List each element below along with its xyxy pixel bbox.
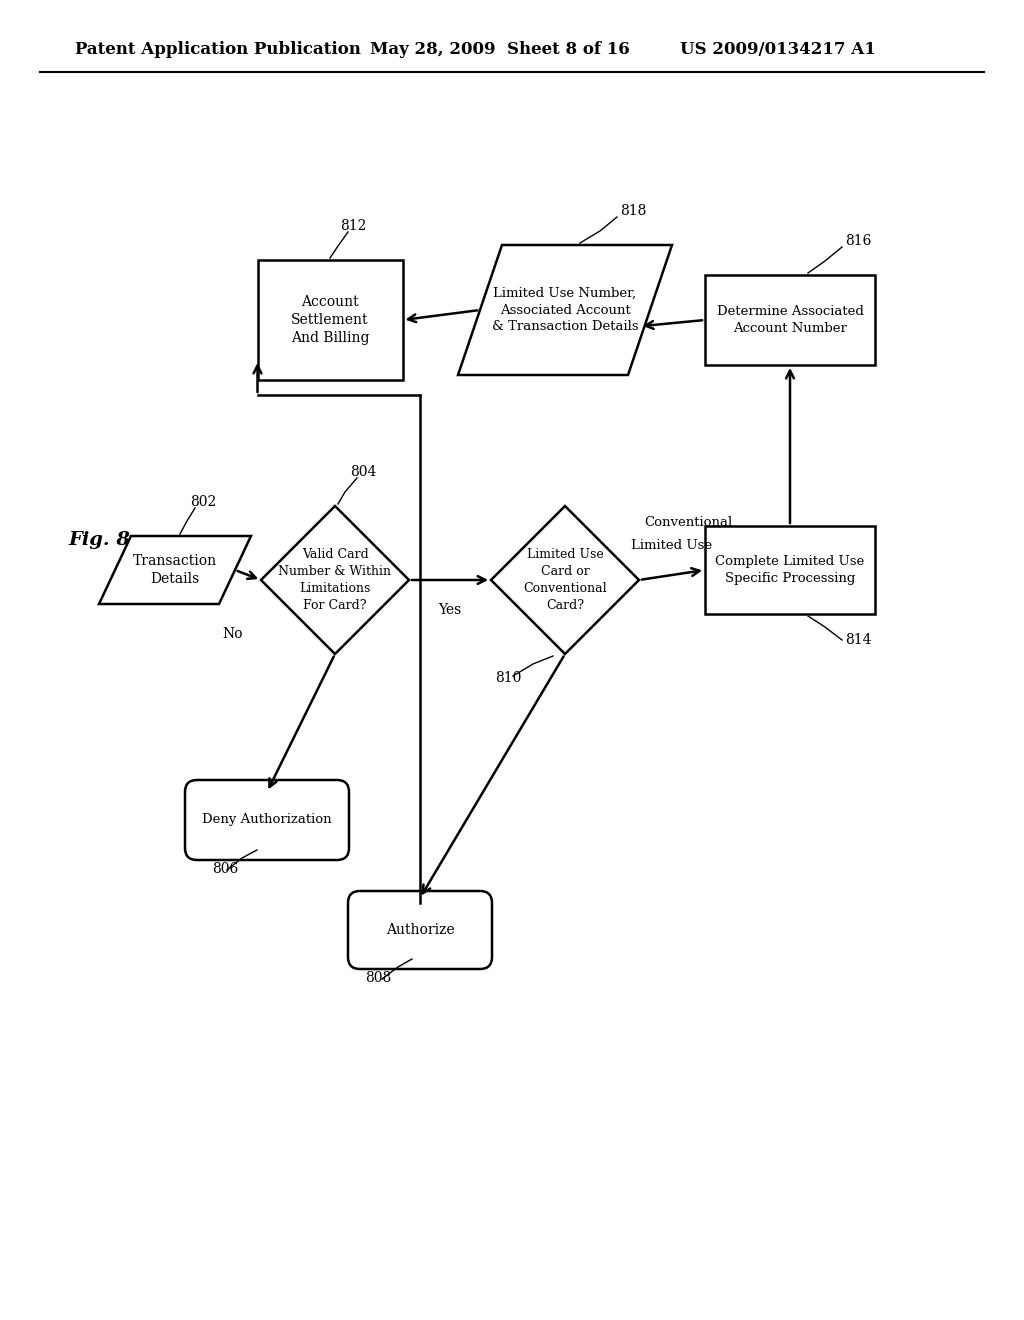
Text: 808: 808 [365, 972, 391, 985]
Text: 804: 804 [350, 465, 377, 479]
Text: No: No [222, 627, 243, 642]
Text: 814: 814 [845, 634, 871, 647]
Text: Deny Authorization: Deny Authorization [202, 813, 332, 826]
Text: Complete Limited Use
Specific Processing: Complete Limited Use Specific Processing [716, 554, 864, 585]
Text: Limited Use: Limited Use [632, 539, 713, 552]
Text: 802: 802 [190, 495, 216, 510]
Text: Conventional: Conventional [644, 516, 732, 529]
Text: Valid Card
Number & Within
Limitations
For Card?: Valid Card Number & Within Limitations F… [279, 548, 391, 612]
Text: Limited Use
Card or
Conventional
Card?: Limited Use Card or Conventional Card? [523, 548, 607, 612]
Text: Patent Application Publication: Patent Application Publication [75, 41, 360, 58]
Bar [705, 525, 874, 614]
Text: 810: 810 [495, 671, 521, 685]
Text: 812: 812 [340, 219, 367, 234]
Text: May 28, 2009  Sheet 8 of 16: May 28, 2009 Sheet 8 of 16 [370, 41, 630, 58]
Text: 816: 816 [845, 234, 871, 248]
Text: Determine Associated
Account Number: Determine Associated Account Number [717, 305, 863, 335]
Bar [257, 260, 402, 380]
Text: Authorize: Authorize [386, 923, 455, 937]
Text: Yes: Yes [438, 603, 462, 616]
Text: Transaction
Details: Transaction Details [133, 554, 217, 586]
Text: Limited Use Number,
Associated Account
& Transaction Details: Limited Use Number, Associated Account &… [492, 286, 638, 334]
Text: 818: 818 [620, 205, 646, 218]
Text: Account
Settlement
And Billing: Account Settlement And Billing [291, 294, 370, 346]
Text: 806: 806 [212, 862, 239, 876]
Text: US 2009/0134217 A1: US 2009/0134217 A1 [680, 41, 876, 58]
Bar [705, 275, 874, 366]
Text: Fig. 8: Fig. 8 [68, 531, 130, 549]
